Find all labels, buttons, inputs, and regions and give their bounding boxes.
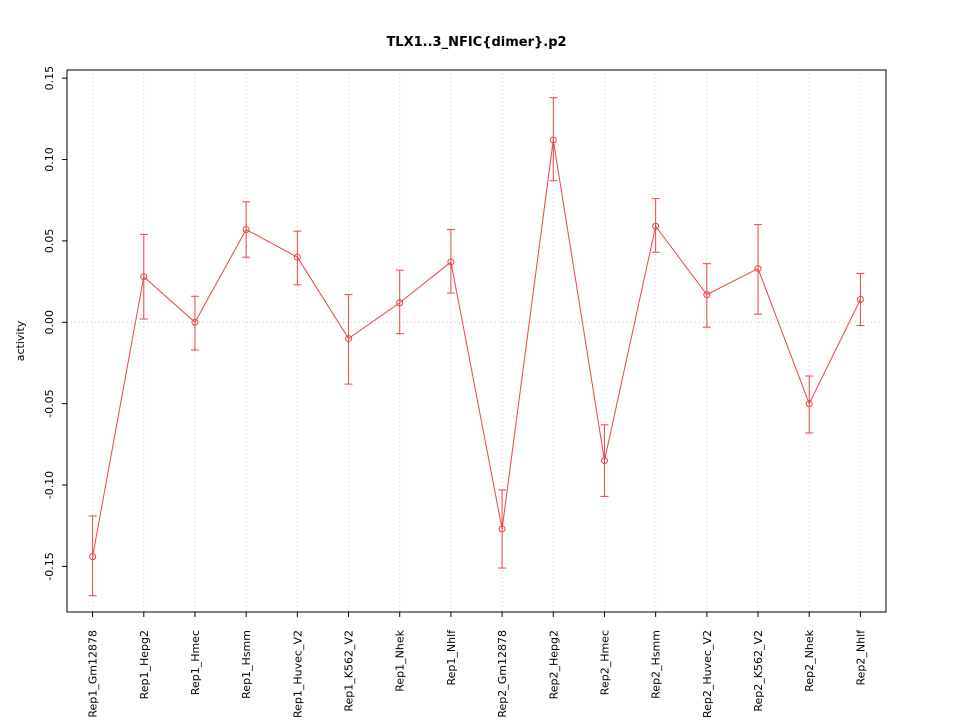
error-bars [88, 97, 865, 597]
x-axis: Rep1_Gm12878 Rep1_Hepg2 Rep1_Hmec Rep1_Hsmm… [87, 612, 867, 718]
y-axis-label: activity [14, 320, 27, 361]
y-tick-label: 0.05 [43, 229, 56, 254]
data-point [396, 299, 404, 307]
data-point [805, 400, 813, 408]
y-tick-label: 0.10 [43, 147, 56, 172]
x-tick-label: Rep1_Hmec [189, 630, 202, 695]
x-tick-label: Rep1_K562_V2 [343, 630, 356, 712]
x-tick-label: Rep1_Gm12878 [87, 630, 100, 718]
data-point [89, 553, 97, 561]
x-tick-label: Rep2_Gm12878 [496, 630, 509, 718]
y-tick-label: -0.10 [43, 471, 56, 499]
x-tick-label: Rep1_Huvec_V2 [291, 630, 304, 718]
data-point [191, 318, 199, 326]
data-point [345, 335, 353, 343]
x-tick-label: Rep2_Hepg2 [547, 630, 560, 699]
x-tick-label: Rep2_K562_V2 [752, 630, 765, 712]
x-tick-label: Rep2_Hsmm [650, 630, 663, 699]
x-tick-label: Rep2_Nhlf [854, 629, 867, 686]
data-point [242, 226, 250, 234]
data-point [549, 136, 557, 144]
data-point [498, 525, 506, 533]
data-point [447, 258, 455, 266]
x-tick-label: Rep2_Huvec_V2 [701, 630, 714, 718]
chart-title: TLX1..3_NFIC{dimer}.p2 [386, 35, 566, 50]
data-point [703, 291, 711, 299]
data-point [600, 457, 608, 465]
x-tick-label: Rep1_Nhek [394, 629, 407, 691]
y-axis: -0.15 -0.10 -0.05 0.00 0.05 0.10 0.15 [43, 66, 67, 581]
y-tick-label: -0.15 [43, 552, 56, 580]
y-tick-label: 0.00 [43, 310, 56, 335]
data-point [140, 273, 148, 281]
x-tick-label: Rep2_Nhek [803, 629, 816, 691]
x-tick-label: Rep1_Hsmm [240, 630, 253, 699]
gridlines [67, 70, 886, 612]
y-tick-label: 0.15 [43, 66, 56, 91]
data-point [754, 265, 762, 273]
x-tick-label: Rep2_Hmec [598, 630, 611, 695]
data-point [856, 295, 864, 303]
y-tick-label: -0.05 [43, 389, 56, 417]
data-points [89, 136, 864, 561]
data-point [652, 222, 660, 230]
x-tick-label: Rep1_Nhlf [445, 629, 458, 686]
series-line [92, 139, 861, 557]
data-point [293, 253, 301, 261]
plot-box [66, 69, 887, 613]
x-tick-label: Rep1_Hepg2 [138, 630, 151, 699]
